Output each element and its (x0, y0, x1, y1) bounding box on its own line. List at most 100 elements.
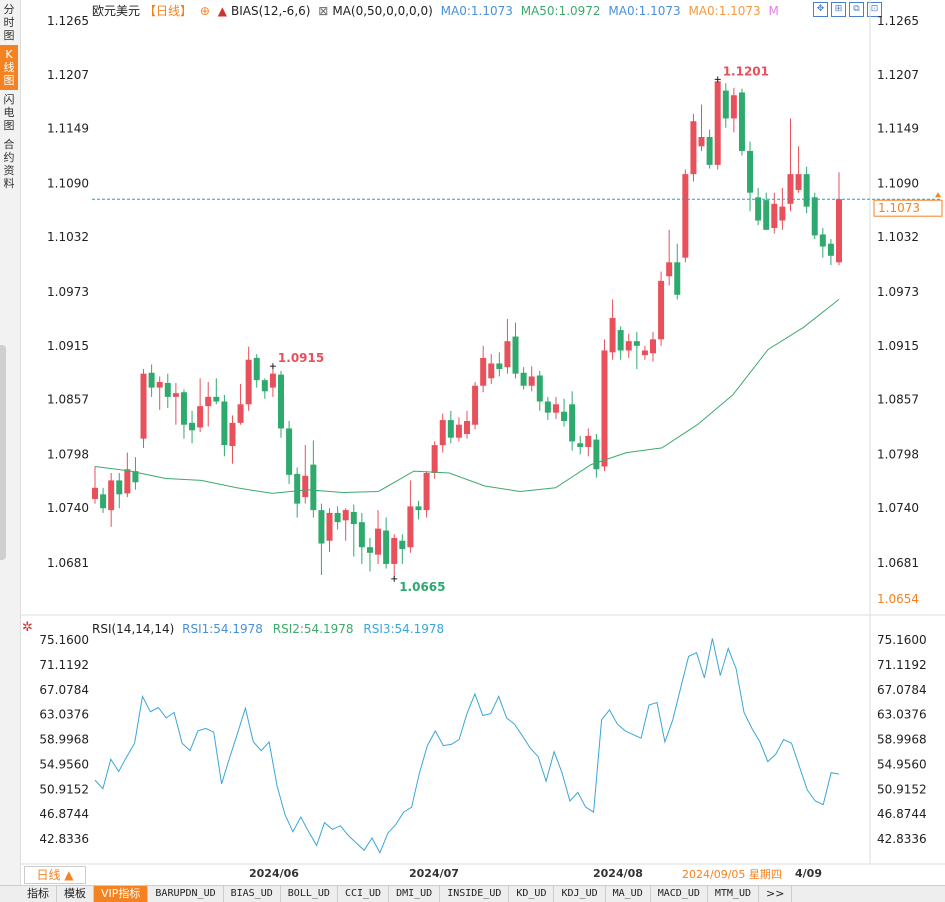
time-tick: 2024/06 (249, 867, 299, 880)
price-tick-label: 1.0740 (877, 501, 919, 515)
candle-body (334, 512, 341, 523)
rsi-line (94, 638, 840, 854)
tab-templates[interactable]: 模板 (57, 886, 94, 902)
price-tick-label-left: 1.1032 (47, 230, 89, 244)
candle-body (763, 200, 770, 230)
bias-arrow-icon: ▲ (217, 4, 227, 18)
candle-body (278, 374, 284, 429)
rsi-tick-label: 58.9968 (877, 733, 927, 747)
ma0-value-2: MA0:1.1073 (608, 4, 681, 18)
candle-body (116, 480, 123, 495)
period-label[interactable]: 【日线】 (144, 4, 193, 18)
candle-body (447, 420, 454, 438)
price-tick-label: 1.1090 (877, 176, 919, 190)
tab-inside[interactable]: INSIDE_UD (440, 886, 510, 902)
time-tick: 4/09 (795, 867, 822, 880)
rsi-tick-label: 75.1600 (877, 633, 927, 647)
rsi-indicator-label[interactable]: RSI(14,14,14) (92, 622, 175, 636)
sidebar-item-flash[interactable]: 闪电图 (3, 93, 15, 132)
tab-indicators[interactable]: 指标 (20, 886, 57, 902)
sidebar-collapse-handle[interactable] (0, 345, 6, 560)
tab-bias[interactable]: BIAS_UD (224, 886, 281, 902)
sidebar-item-kline[interactable]: K线图 (0, 45, 18, 90)
candle-body (286, 428, 293, 475)
price-tick-label: 1.0798 (877, 447, 919, 461)
candle-body (148, 372, 155, 388)
sidebar: 分时图 K线图 闪电图 合约资料 (0, 0, 21, 885)
period-select-button[interactable]: 日线 ▲ (24, 866, 86, 884)
price-tick-label-left: 1.0740 (47, 501, 89, 515)
tab-kdj[interactable]: KDJ_UD (554, 886, 606, 902)
ma50-line (94, 299, 840, 494)
candle-body (164, 382, 171, 397)
bottom-price-label: 1.0654 (877, 592, 919, 606)
price-tick-label-left: 1.1207 (47, 68, 89, 82)
candle-body (698, 137, 705, 147)
price-tick-label-left: 1.0973 (47, 285, 89, 299)
compare-icon[interactable]: ⊕ (199, 4, 210, 18)
price-tick-label-left: 1.1149 (47, 122, 89, 136)
candle-body (641, 350, 648, 356)
candle-body (342, 510, 349, 521)
candle-body (399, 540, 406, 550)
candle-body (795, 174, 802, 190)
candle-body (124, 469, 131, 494)
ma0-value-3: MA0:1.1073 (688, 4, 761, 18)
candle-body (358, 522, 365, 548)
ma-indicator-label[interactable]: MA(0,50,0,0,0,0) (332, 4, 433, 18)
rsi-tick-label-left: 58.9968 (39, 733, 89, 747)
tab-dmi[interactable]: DMI_UD (389, 886, 441, 902)
price-tick-label-left: 1.0857 (47, 393, 89, 407)
tab-cci[interactable]: CCI_UD (338, 886, 390, 902)
bias-indicator-label[interactable]: BIAS(12,-6,6) (230, 4, 311, 18)
tab-more[interactable]: >> (759, 886, 793, 902)
extreme-price-label: 1.0665 (399, 580, 445, 594)
extreme-price-label: 1.1201 (723, 64, 769, 78)
candle-body (415, 506, 422, 511)
candle-body (625, 341, 632, 351)
tab-mtm[interactable]: MTM_UD (708, 886, 759, 902)
candle-body (100, 494, 107, 509)
candle-body (706, 137, 713, 165)
m-value: M (768, 4, 779, 18)
settings-icon[interactable]: ✲ (22, 620, 33, 635)
candle-body (650, 339, 656, 354)
tabs-corner (0, 885, 20, 902)
sidebar-item-timeshare[interactable]: 分时图 (3, 3, 15, 42)
candle-body (827, 243, 834, 256)
fullscreen-icon[interactable]: ⊡ (867, 2, 882, 17)
tab-boll[interactable]: BOLL_UD (281, 886, 338, 902)
candle-body (520, 372, 527, 386)
price-tick-label: 1.0681 (877, 556, 919, 570)
candle-body (431, 445, 438, 473)
tab-vip-indicators[interactable]: VIP指标 (94, 886, 149, 902)
candle-body (480, 357, 487, 386)
ma0-value: MA0:1.1073 (440, 4, 513, 18)
tab-ma[interactable]: MA_UD (606, 886, 651, 902)
candle-body (609, 317, 616, 353)
candle-body (92, 487, 98, 499)
candle-body (585, 435, 592, 447)
tab-kd[interactable]: KD_UD (509, 886, 555, 902)
candle-body (310, 464, 317, 511)
candle-body (819, 234, 826, 247)
time-tick: 2024/08 (593, 867, 643, 880)
candle-body (714, 81, 721, 165)
tab-barupdn[interactable]: BARUPDN_UD (148, 886, 224, 902)
candle-body (512, 336, 519, 374)
ma-settings-icon[interactable]: ⊠ (318, 4, 329, 18)
crosshair-icon[interactable]: ✥ (813, 2, 828, 17)
candle-body (738, 92, 745, 151)
tab-macd[interactable]: MACD_UD (651, 886, 708, 902)
crosshair-date-label: 2024/09/05 星期四 (682, 866, 782, 882)
candle-body (722, 90, 729, 119)
candle-body (213, 396, 220, 402)
fit-icon[interactable]: ⧉ (849, 2, 864, 17)
zoom-in-icon[interactable]: ⊞ (831, 2, 846, 17)
sidebar-item-contract-info[interactable]: 合约资料 (3, 138, 15, 190)
current-price-label: 1.1073 (878, 201, 920, 215)
time-axis: 2024/06 2024/07 2024/08 4/09 (20, 864, 945, 884)
candle-body (229, 422, 236, 447)
candle-body (472, 385, 479, 425)
price-tick-label-left: 1.0915 (47, 339, 89, 353)
